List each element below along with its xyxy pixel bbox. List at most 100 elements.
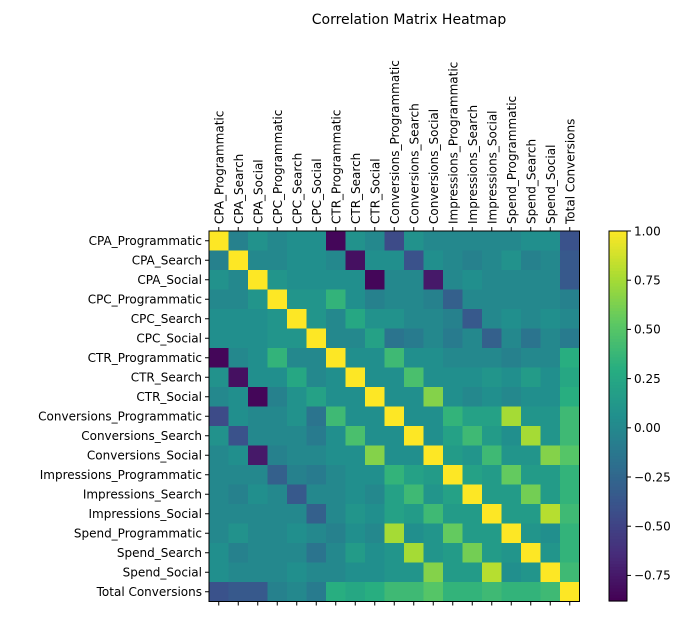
colorbar-segment (609, 274, 627, 278)
heatmap-cell (248, 406, 268, 427)
heatmap-cell (384, 582, 405, 602)
y-tick-label: CTR_Search (131, 371, 202, 385)
x-tick-label: CPA_Programmatic (212, 111, 226, 224)
heatmap-cell (540, 250, 561, 271)
colorbar-segment (609, 533, 627, 537)
heatmap-cell (345, 523, 366, 544)
colorbar-segment (609, 548, 627, 553)
heatmap-cell (326, 465, 346, 485)
heatmap-cell (365, 582, 385, 602)
heatmap-cell (482, 445, 502, 466)
y-tick-label: Impressions_Search (83, 488, 202, 502)
heatmap-cell (404, 445, 424, 466)
heatmap-cell (209, 250, 229, 271)
heatmap-cell (267, 445, 288, 466)
heatmap-cell (306, 445, 327, 466)
colorbar-segment (609, 480, 627, 485)
colorbar-segment (609, 292, 627, 297)
heatmap-cell (404, 309, 424, 329)
heatmap-cell (404, 582, 424, 602)
heatmap-cell (501, 582, 522, 602)
heatmap-cell (482, 484, 502, 505)
heatmap-cell (209, 484, 229, 505)
heatmap-cell (267, 328, 288, 349)
heatmap-cell (248, 309, 268, 329)
heatmap-cell (209, 348, 229, 368)
heatmap-cell (326, 250, 346, 271)
x-tick-label: CTR_Programmatic (329, 110, 343, 224)
heatmap-cell (443, 309, 463, 329)
heatmap-cell (384, 231, 405, 251)
heatmap-cell (287, 348, 307, 368)
heatmap-cell (404, 387, 424, 407)
heatmap-cell (248, 562, 268, 583)
colorbar-segment (609, 437, 627, 442)
heatmap-cell (482, 562, 502, 583)
colorbar-segment (609, 499, 627, 503)
heatmap-cell (540, 465, 561, 485)
colorbar-segment (609, 391, 627, 396)
heatmap-cell (384, 289, 405, 310)
heatmap-cell (404, 270, 424, 290)
heatmap-cell (267, 484, 288, 505)
heatmap-cell (365, 426, 385, 446)
heatmap-cell (404, 543, 424, 563)
y-tick-label: CPC_Social (136, 332, 202, 346)
colorbar-segment (609, 474, 627, 479)
heatmap-cell (345, 484, 366, 505)
heatmap-cell (345, 250, 366, 271)
heatmap-cell (365, 504, 385, 524)
colorbar-segment (609, 397, 627, 402)
colorbar-segment (609, 335, 627, 340)
heatmap-cell (443, 406, 463, 427)
heatmap-cell (365, 406, 385, 427)
heatmap-cell (462, 562, 483, 583)
heatmap-cell (482, 465, 502, 485)
colorbar-segment (609, 332, 627, 337)
colorbar-segment (609, 536, 627, 540)
heatmap-cell (267, 289, 288, 310)
heatmap-cell (365, 309, 385, 329)
y-tick-label: Impressions_Social (88, 507, 202, 521)
heatmap-cell (365, 445, 385, 466)
heatmap-cell (482, 289, 502, 310)
heatmap-cell (306, 426, 327, 446)
heatmap-cell (345, 328, 366, 349)
heatmap-cell (540, 582, 561, 602)
heatmap-cell (501, 289, 522, 310)
heatmap-cell (404, 250, 424, 271)
heatmap-cell (462, 465, 483, 485)
heatmap-cell (228, 387, 249, 407)
heatmap-cell (267, 309, 288, 329)
heatmap-cell (287, 250, 307, 271)
heatmap-cell (228, 562, 249, 583)
heatmap-cell (423, 523, 444, 544)
heatmap-cell (267, 426, 288, 446)
colorbar-segment (609, 560, 627, 565)
heatmap-cell (209, 445, 229, 466)
colorbar-segment (609, 323, 627, 328)
colorbar-segment (609, 243, 627, 248)
x-tick-label: Conversions_Programmatic (388, 60, 402, 224)
heatmap-cell (384, 562, 405, 583)
heatmap-cell (326, 504, 346, 524)
heatmap-cell (248, 387, 268, 407)
heatmap-cell (501, 387, 522, 407)
colorbar-segment (609, 502, 627, 507)
heatmap-cell (209, 504, 229, 524)
colorbar-segment (609, 277, 627, 281)
colorbar-segment (609, 375, 627, 380)
heatmap-cell (384, 445, 405, 466)
heatmap-cell (462, 426, 483, 446)
heatmap-cell (560, 445, 580, 466)
heatmap-cell (443, 523, 463, 544)
heatmap-cell (248, 484, 268, 505)
heatmap-cell (521, 309, 541, 329)
colorbar-segment (609, 597, 627, 602)
heatmap-cell (560, 270, 580, 290)
colorbar-segment (609, 530, 627, 534)
heatmap-cell (365, 387, 385, 407)
colorbar-segment (609, 545, 627, 550)
heatmap-cell (345, 465, 366, 485)
